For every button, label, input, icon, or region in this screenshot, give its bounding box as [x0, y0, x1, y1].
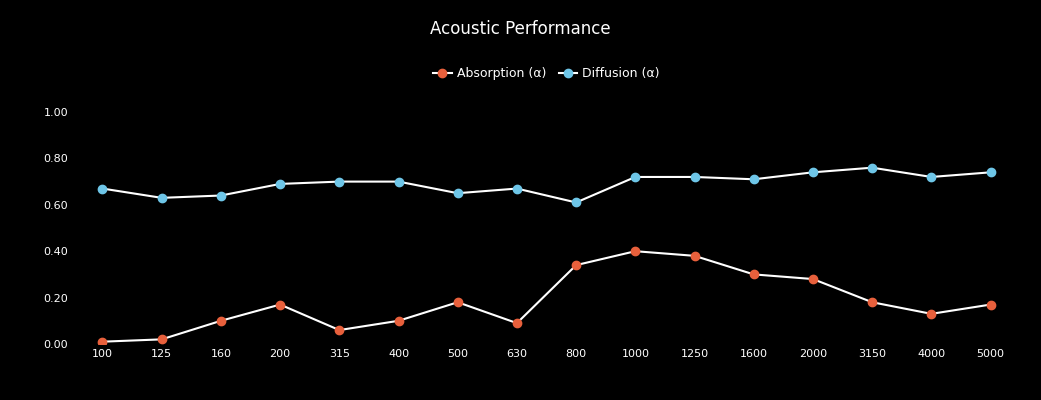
Legend: Absorption (α), Diffusion (α): Absorption (α), Diffusion (α): [433, 67, 660, 80]
Text: Acoustic Performance: Acoustic Performance: [430, 20, 611, 38]
